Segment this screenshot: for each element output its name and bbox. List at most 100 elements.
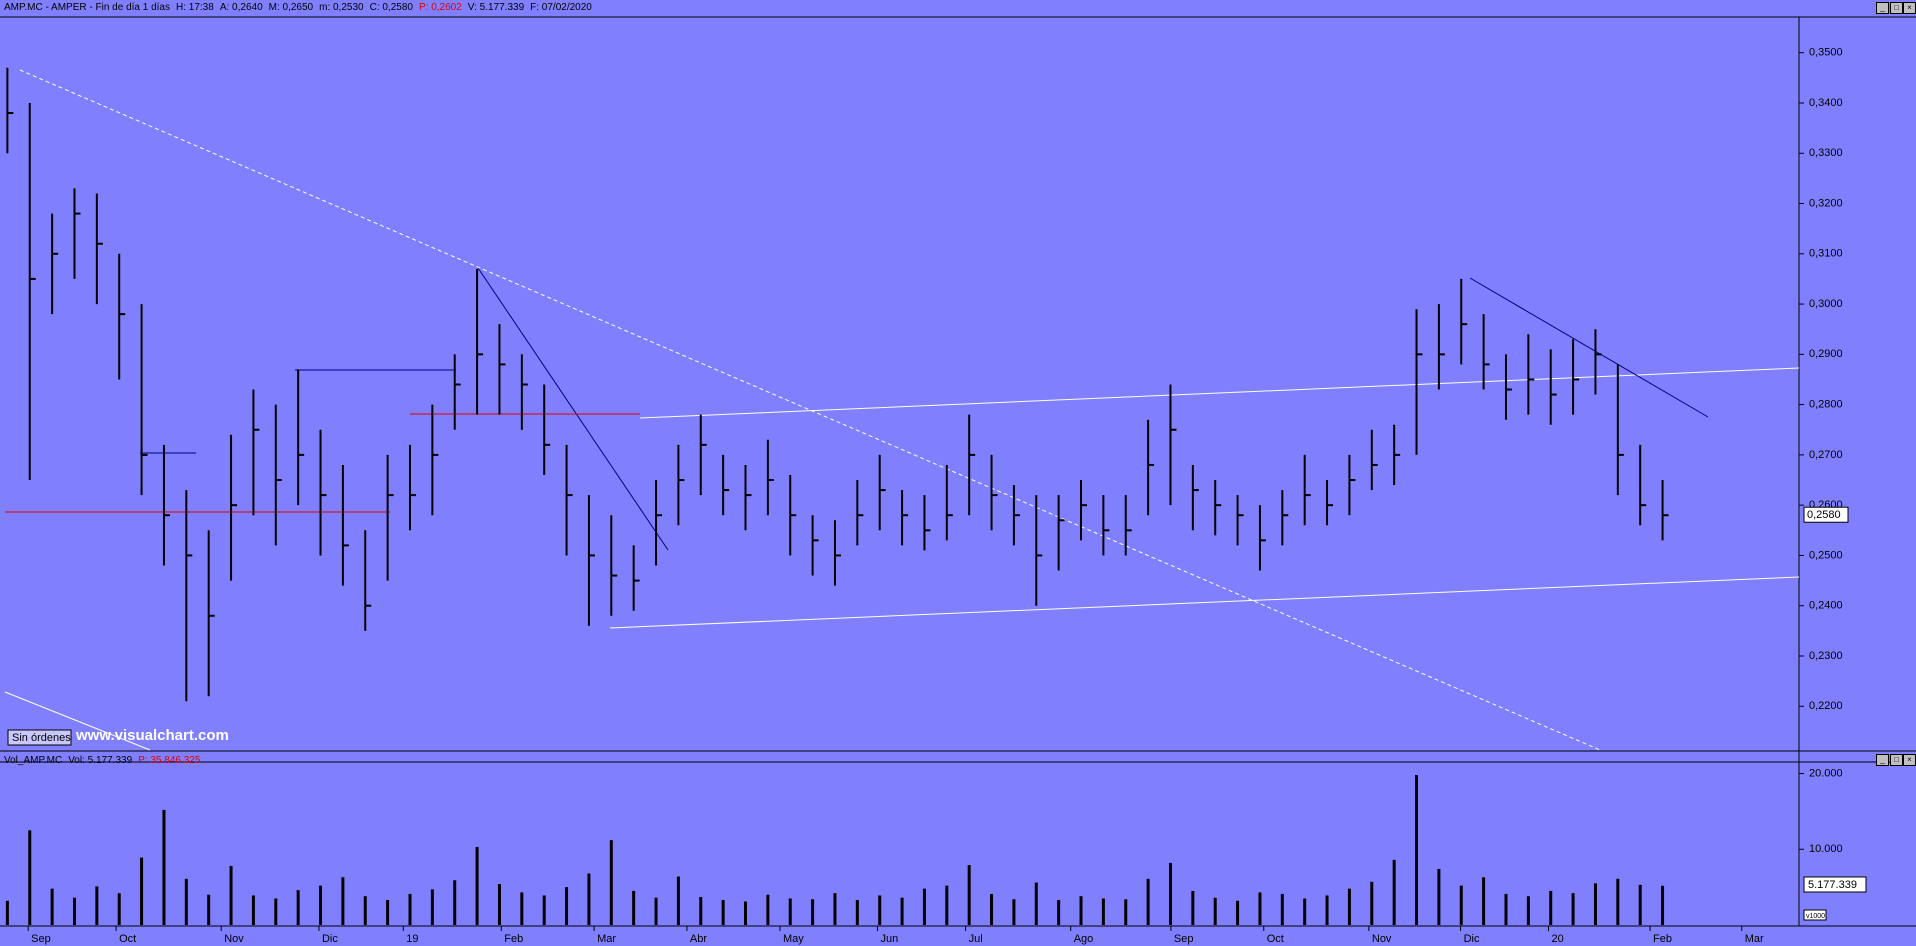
volume-bar — [5, 900, 9, 925]
volume-bar — [251, 895, 255, 925]
volume-bar — [676, 876, 680, 925]
volume-last: 5.177.339 — [1808, 879, 1857, 891]
x-tick-label: Sep — [1174, 933, 1194, 945]
header-item: H: 17:38 — [176, 2, 214, 13]
volume-bar — [1571, 893, 1575, 925]
x-tick-label: Nov — [224, 933, 244, 945]
header-item: M: 0,2650 — [268, 2, 314, 13]
volume-bar — [386, 900, 390, 925]
volume-bar — [140, 857, 144, 925]
volume-bar — [744, 901, 748, 925]
volume-bar — [453, 880, 457, 925]
header-item: Vol: 5.177.339 — [68, 755, 133, 766]
y-tick-label: 0,3100 — [1809, 248, 1843, 260]
trend-line — [4, 691, 151, 751]
header-item: P: 35.846.325 — [138, 755, 201, 766]
x-tick-label: Jul — [969, 933, 983, 945]
header-item: C: 0,2580 — [369, 2, 413, 13]
volume-bar — [1280, 893, 1284, 925]
y-tick-label: 0,3000 — [1809, 298, 1843, 310]
trend-line — [609, 576, 1800, 629]
trend-line — [477, 267, 669, 551]
last-price-label: 0,2580 — [1807, 509, 1841, 521]
volume-bar — [1638, 884, 1642, 925]
header-item: F: 07/02/2020 — [530, 2, 592, 13]
header-item: m: 0,2530 — [319, 2, 364, 13]
y-tick-label: 0,2700 — [1809, 449, 1843, 461]
volume-bar — [430, 889, 434, 925]
volume-bar — [95, 886, 99, 925]
volume-bar — [520, 892, 524, 925]
volume-bar — [1012, 899, 1016, 925]
volume-bar — [1504, 893, 1508, 925]
volume-bar — [1415, 775, 1419, 925]
volume-bar — [900, 897, 904, 925]
close[interactable]: × — [1903, 2, 1916, 14]
volume-bar — [229, 865, 233, 925]
y-tick-label: 0,3300 — [1809, 147, 1843, 159]
volume-bar — [699, 896, 703, 925]
minimize[interactable]: _ — [1876, 2, 1889, 14]
volume-bar — [207, 894, 211, 925]
y-tick-label: 0,2300 — [1809, 650, 1843, 662]
volume-bar — [1347, 888, 1351, 925]
close[interactable]: × — [1903, 754, 1916, 766]
y-tick-label: 0,2900 — [1809, 348, 1843, 360]
x-tick-label: Ago — [1074, 933, 1094, 945]
volume-bar — [72, 897, 76, 925]
minimize[interactable]: _ — [1876, 754, 1889, 766]
x-tick-label: Dic — [1464, 933, 1480, 945]
volume-bar — [788, 898, 792, 925]
volume-bar — [1661, 885, 1665, 925]
volume-bar — [654, 897, 658, 925]
button-label[interactable]: Sin órdenes — [12, 732, 71, 744]
volume-bar — [1482, 877, 1486, 925]
volume-bar — [497, 884, 501, 925]
volume-bar — [1616, 878, 1620, 925]
trend-line — [1469, 277, 1709, 418]
y-tick-label: 0,3400 — [1809, 97, 1843, 109]
volume-bar — [363, 896, 367, 925]
volume-bar — [28, 830, 32, 925]
button[interactable] — [7, 729, 72, 746]
volume-last-box — [1803, 876, 1867, 893]
volume-bar — [811, 899, 815, 925]
volume-bar — [878, 895, 882, 925]
header-item: P: 0,2602 — [418, 2, 462, 13]
volume-bar — [1325, 895, 1329, 925]
volume-bar — [632, 890, 636, 925]
y-tick-label: 0,2200 — [1809, 700, 1843, 712]
x-tick-label: Mar — [597, 933, 616, 945]
volume-bar — [274, 898, 278, 925]
x-tick-label: Jun — [880, 933, 898, 945]
volume-bar — [1437, 868, 1441, 925]
volume-bar — [1101, 898, 1105, 925]
watermark: www.visualchart.com — [75, 727, 229, 744]
y-tick-label: 0,2800 — [1809, 399, 1843, 411]
maximize[interactable]: □ — [1890, 2, 1903, 14]
volume-bar — [1146, 878, 1150, 925]
volume-bar — [922, 888, 926, 925]
volume-bar — [50, 888, 54, 925]
volume-bar — [833, 893, 837, 925]
volume-bar — [296, 890, 300, 925]
maximize[interactable]: □ — [1890, 754, 1903, 766]
volume-bar — [990, 893, 994, 925]
volume-bar — [1236, 900, 1240, 925]
volume-bar — [855, 900, 859, 925]
y-tick-label: 0,2400 — [1809, 600, 1843, 612]
header-item: A: 0,2640 — [219, 2, 263, 13]
header-item: Vol_AMP.MC — [4, 755, 63, 766]
y-tick-label: 0,2500 — [1809, 549, 1843, 561]
volume-bar — [1303, 898, 1307, 925]
volume-bar — [1057, 900, 1061, 925]
volume-bar — [475, 846, 479, 925]
scale-note-box — [1803, 909, 1827, 921]
volume-bar — [609, 840, 613, 925]
volume-bar — [184, 878, 188, 925]
x-tick-label: May — [783, 933, 804, 945]
volume-bar — [408, 893, 412, 925]
x-tick-label: Oct — [1267, 933, 1284, 945]
header-item: AMP.MC - AMPER - Fin de día 1 días — [4, 2, 170, 13]
